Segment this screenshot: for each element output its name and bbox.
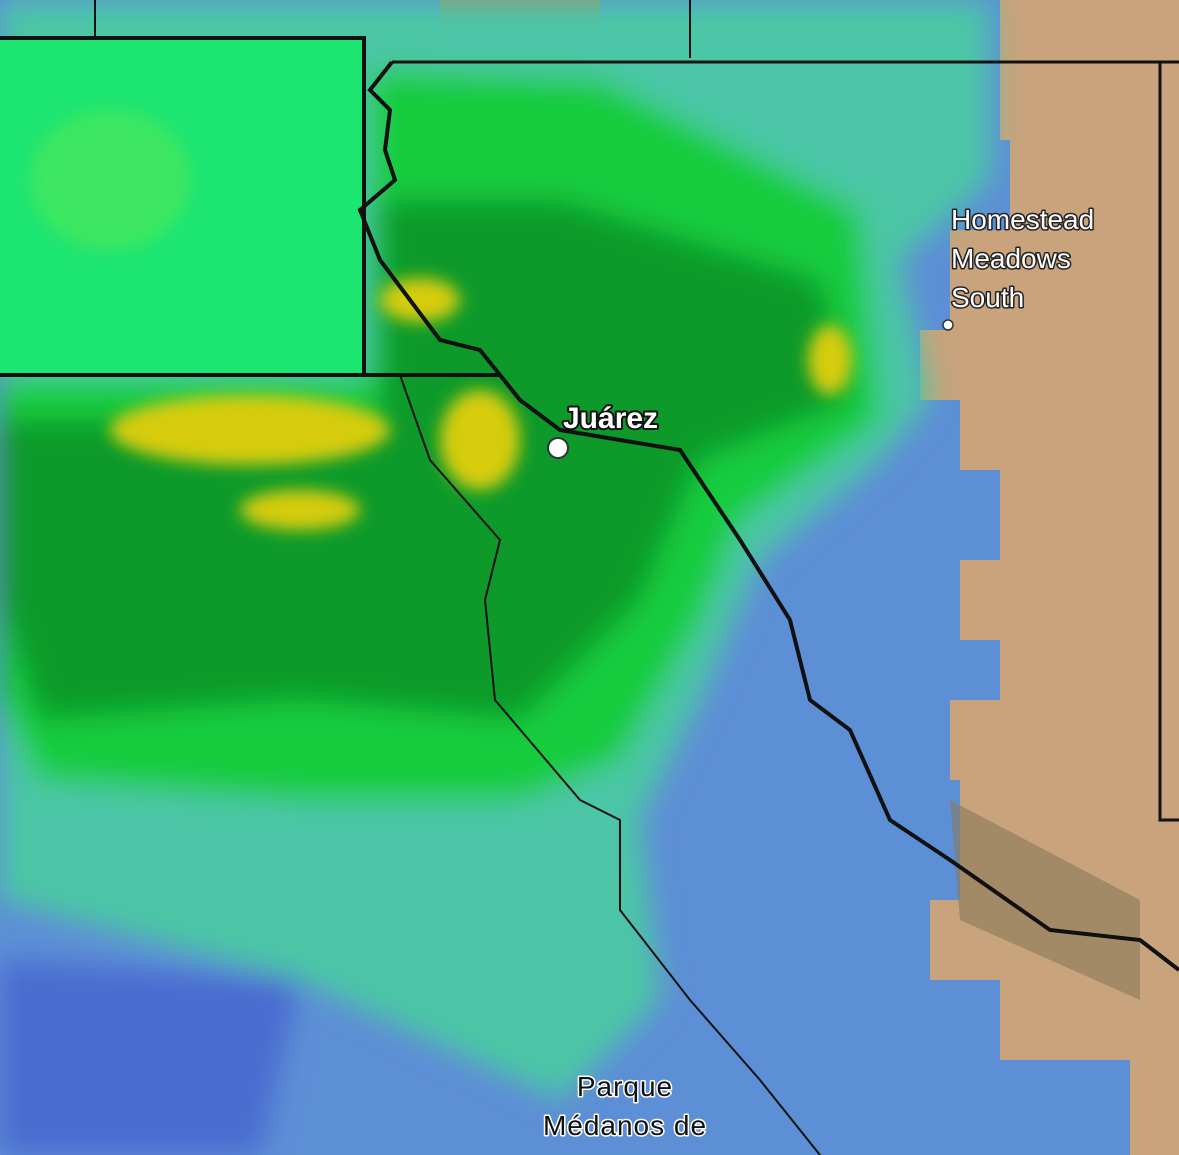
city-label: Juárez	[563, 402, 658, 435]
radar-blue	[0, 960, 300, 1155]
radar-yellow	[110, 278, 852, 530]
park-label: Médanos de	[543, 1110, 707, 1141]
city-dot	[547, 437, 569, 459]
radar-dark	[0, 200, 850, 720]
place-dot	[942, 319, 954, 331]
radar-box-patch	[30, 110, 190, 250]
place-label: Meadows	[951, 243, 1071, 274]
place-label: South	[951, 282, 1024, 313]
park-label: Parque	[577, 1071, 673, 1102]
terrain	[950, 800, 1140, 1000]
place-label: Homestead	[951, 204, 1094, 235]
